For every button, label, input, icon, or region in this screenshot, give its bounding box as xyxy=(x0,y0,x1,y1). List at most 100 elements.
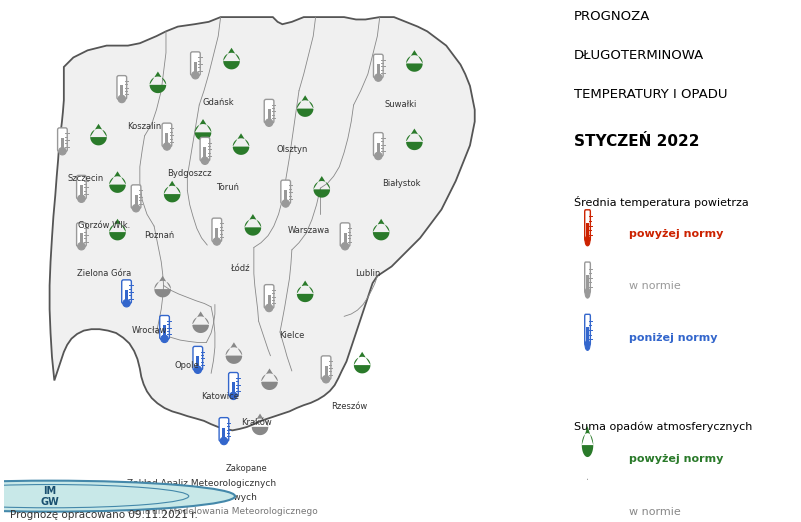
Text: w normie: w normie xyxy=(629,281,680,291)
FancyBboxPatch shape xyxy=(212,218,222,242)
Circle shape xyxy=(375,74,382,81)
FancyBboxPatch shape xyxy=(122,280,131,304)
FancyBboxPatch shape xyxy=(321,356,331,379)
FancyBboxPatch shape xyxy=(193,347,203,370)
Text: TEMPERATURY I OPADU: TEMPERATURY I OPADU xyxy=(574,88,727,101)
Polygon shape xyxy=(372,219,389,241)
Bar xyxy=(196,356,199,368)
Text: w normie: w normie xyxy=(629,506,680,517)
Circle shape xyxy=(322,375,330,383)
Text: PROGNOZA: PROGNOZA xyxy=(574,10,650,23)
Polygon shape xyxy=(233,133,249,155)
Bar xyxy=(135,195,138,207)
Bar xyxy=(344,233,347,245)
Text: powyżej normy: powyżej normy xyxy=(629,229,723,239)
Text: Toruń: Toruń xyxy=(216,183,239,192)
Circle shape xyxy=(0,481,235,512)
Text: Zakład Analiz Meteorologicznych: Zakład Analiz Meteorologicznych xyxy=(127,479,276,488)
FancyBboxPatch shape xyxy=(219,418,229,442)
Text: i Prognoz Długoterminowych: i Prognoz Długoterminowych xyxy=(127,493,257,502)
Bar xyxy=(268,109,271,121)
Bar xyxy=(284,190,288,202)
Text: STYCZEŃ 2022: STYCZEŃ 2022 xyxy=(574,134,699,149)
Bar xyxy=(194,62,197,74)
Polygon shape xyxy=(164,181,180,203)
Polygon shape xyxy=(91,124,107,146)
Text: poniżej normy: poniżej normy xyxy=(629,333,717,343)
FancyBboxPatch shape xyxy=(117,76,127,99)
Text: Katowice: Katowice xyxy=(202,393,239,401)
Circle shape xyxy=(163,143,171,150)
Circle shape xyxy=(265,304,273,312)
Bar xyxy=(586,327,589,343)
Polygon shape xyxy=(261,369,278,390)
Bar xyxy=(120,86,123,98)
FancyBboxPatch shape xyxy=(585,210,590,241)
Polygon shape xyxy=(244,214,261,235)
Text: Lublin: Lublin xyxy=(355,269,380,278)
Polygon shape xyxy=(313,176,330,198)
Text: Warszawa: Warszawa xyxy=(288,226,329,235)
Text: Koszalin: Koszalin xyxy=(127,122,162,130)
Circle shape xyxy=(230,392,237,399)
Text: IM: IM xyxy=(43,485,57,495)
Bar xyxy=(376,64,380,76)
Polygon shape xyxy=(406,50,423,72)
Bar xyxy=(586,222,589,239)
Bar xyxy=(376,143,380,155)
FancyBboxPatch shape xyxy=(373,133,383,157)
FancyBboxPatch shape xyxy=(159,315,169,339)
Text: Poznań: Poznań xyxy=(143,231,174,240)
Circle shape xyxy=(220,437,227,445)
Polygon shape xyxy=(50,17,475,430)
Text: powyżej normy: powyżej normy xyxy=(629,454,723,465)
Circle shape xyxy=(78,195,85,203)
Circle shape xyxy=(194,366,202,373)
Circle shape xyxy=(585,236,590,246)
Text: Opole: Opole xyxy=(175,362,199,371)
FancyBboxPatch shape xyxy=(191,52,200,76)
Circle shape xyxy=(161,335,168,342)
FancyBboxPatch shape xyxy=(264,99,274,123)
Circle shape xyxy=(341,243,348,250)
Text: Kraków: Kraków xyxy=(241,419,272,428)
Text: Olsztyn: Olsztyn xyxy=(276,145,308,155)
Polygon shape xyxy=(226,342,242,364)
Polygon shape xyxy=(109,219,126,241)
Bar xyxy=(268,294,271,306)
Circle shape xyxy=(375,152,382,160)
Circle shape xyxy=(58,148,66,155)
Text: Średnia temperatura powietrza: Średnia temperatura powietrza xyxy=(574,196,749,208)
Polygon shape xyxy=(155,276,171,298)
Text: Suwałki: Suwałki xyxy=(385,100,417,109)
Text: Rzeszów: Rzeszów xyxy=(331,402,367,411)
Bar xyxy=(223,428,225,440)
Text: Kielce: Kielce xyxy=(280,330,304,340)
Circle shape xyxy=(282,200,289,207)
FancyBboxPatch shape xyxy=(264,284,274,309)
Bar xyxy=(80,233,83,245)
Polygon shape xyxy=(150,72,167,93)
Bar xyxy=(324,366,328,378)
Text: Suma opadów atmosferycznych: Suma opadów atmosferycznych xyxy=(574,421,752,432)
Text: Zielona Góra: Zielona Góra xyxy=(77,269,131,278)
Text: Gorzów Wlk.: Gorzów Wlk. xyxy=(78,221,131,230)
FancyBboxPatch shape xyxy=(281,180,291,204)
Text: Białystok: Białystok xyxy=(382,179,421,187)
Polygon shape xyxy=(582,426,594,457)
Polygon shape xyxy=(192,312,209,333)
Text: Prognozę opracowano 09.11.2021 r.: Prognozę opracowano 09.11.2021 r. xyxy=(10,511,198,520)
FancyBboxPatch shape xyxy=(373,54,383,78)
Text: Łódź: Łódź xyxy=(230,264,249,273)
Text: DŁUGOTERMINOWA: DŁUGOTERMINOWA xyxy=(574,49,704,62)
Circle shape xyxy=(118,95,126,103)
Polygon shape xyxy=(406,128,423,150)
Bar xyxy=(80,185,83,197)
FancyBboxPatch shape xyxy=(228,373,238,396)
FancyBboxPatch shape xyxy=(131,185,141,209)
Bar xyxy=(61,138,64,150)
FancyBboxPatch shape xyxy=(585,262,590,293)
Circle shape xyxy=(123,300,131,307)
Circle shape xyxy=(78,243,85,250)
Polygon shape xyxy=(582,478,594,509)
